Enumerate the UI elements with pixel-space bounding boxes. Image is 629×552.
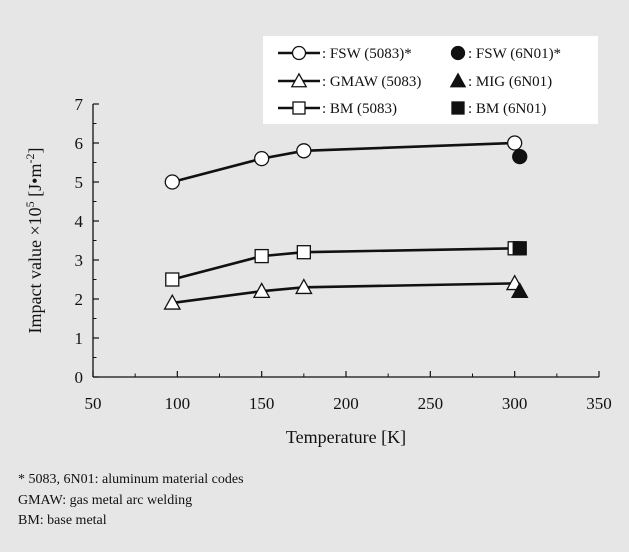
legend-marker	[290, 72, 308, 88]
data-point	[254, 150, 270, 167]
data-point	[163, 293, 182, 310]
data-point	[512, 148, 528, 165]
footnote-material-codes: * 5083, 6N01: aluminum material codes	[18, 472, 244, 487]
series-line	[171, 141, 515, 184]
series-line	[171, 247, 515, 281]
series-bm-6n01	[512, 241, 527, 256]
y-tick-label: 4	[75, 212, 84, 231]
legend-marker	[292, 101, 306, 115]
legend-label: : FSW (6N01)*	[468, 46, 561, 62]
legend-label: : GMAW (5083)	[322, 74, 421, 90]
data-point	[164, 174, 180, 190]
footnote-bm: BM: base metal	[18, 513, 107, 528]
legend-marker	[450, 45, 466, 61]
y-tick-label: 2	[75, 290, 84, 309]
footnotes: * 5083, 6N01: aluminum material codes GM…	[18, 470, 244, 532]
y-tick-label: 5	[75, 173, 84, 192]
series-gmaw-5083	[163, 274, 524, 310]
y-axis-label: Impact value ×105 [J•m-2]	[23, 148, 45, 334]
x-tick-label: 350	[586, 394, 612, 413]
legend-item-gmaw-5083: : GMAW (5083)	[278, 72, 421, 90]
x-tick-label: 250	[418, 394, 444, 413]
legend-marker	[449, 72, 467, 88]
data-point	[165, 272, 180, 287]
legend-item-bm-6n01: : BM (6N01)	[451, 101, 546, 117]
data-point	[512, 241, 527, 256]
legend-item-fsw-5083: : FSW (5083)*	[278, 45, 412, 62]
y-tick-label: 6	[75, 134, 84, 153]
legend-item-fsw-6n01: : FSW (6N01)*	[450, 45, 561, 62]
data-point	[507, 135, 523, 151]
chart-axes: 50 100 150 200 250 300 350 0 1 2 3 4 5 6 7	[75, 95, 612, 413]
data-point	[254, 248, 269, 264]
x-tick-label: 300	[502, 394, 528, 413]
chart-legend: : FSW (5083)* : GMAW (5083) : BM (5083) : F…	[263, 36, 598, 124]
y-tick-label: 3	[75, 251, 84, 270]
legend-label: : MIG (6N01)	[468, 74, 552, 90]
y-tick-label: 7	[75, 95, 84, 114]
legend-label: : FSW (5083)*	[322, 46, 412, 62]
footnote-gmaw: GMAW: gas metal arc welding	[18, 492, 193, 508]
chart-plot-area	[163, 135, 529, 310]
series-fsw-5083	[164, 135, 523, 190]
legend-item-mig-6n01: : MIG (6N01)	[449, 72, 552, 90]
x-axis-label: Temperature [K]	[286, 427, 406, 447]
series-line	[172, 282, 515, 305]
data-point	[295, 278, 313, 295]
x-tick-label: 100	[165, 394, 191, 413]
y-tick-label: 0	[75, 368, 84, 387]
legend-label: : BM (5083)	[322, 101, 397, 117]
x-tick-label: 150	[249, 394, 275, 413]
series-fsw-6n01	[512, 148, 528, 165]
y-tick-label: 1	[75, 329, 84, 348]
x-tick-label: 50	[85, 394, 102, 413]
legend-item-bm-5083: : BM (5083)	[278, 101, 397, 117]
data-point	[296, 143, 312, 159]
data-point	[510, 282, 529, 299]
legend-marker	[291, 45, 307, 61]
data-point	[296, 245, 311, 260]
series-bm-5083	[165, 241, 522, 287]
x-tick-label: 200	[333, 394, 359, 413]
data-point	[252, 282, 271, 299]
legend-marker	[451, 101, 465, 115]
legend-label: : BM (6N01)	[468, 101, 546, 117]
series-mig-6n01	[510, 282, 529, 299]
